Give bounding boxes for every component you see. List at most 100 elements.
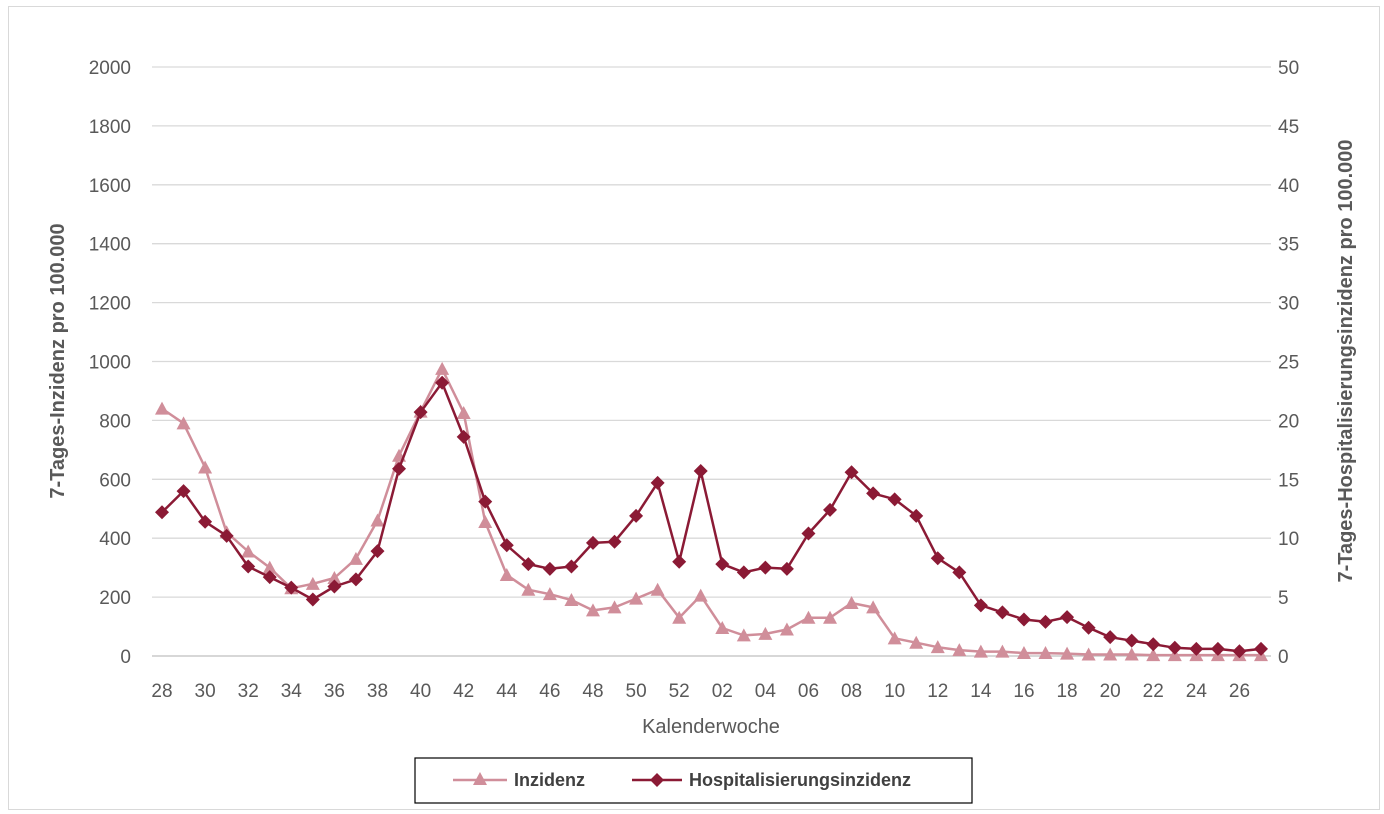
- x-tick-label: 10: [884, 681, 905, 702]
- left-tick-label: 2000: [89, 58, 131, 79]
- data-point-diamond: [866, 486, 881, 501]
- data-point-triangle: [1146, 648, 1161, 662]
- data-point-diamond: [1038, 614, 1053, 629]
- data-point-triangle: [693, 588, 708, 602]
- left-tick-label: 1000: [89, 353, 131, 374]
- data-point-diamond: [499, 538, 514, 553]
- x-tick-label: 12: [927, 681, 948, 702]
- data-point-triangle: [650, 582, 665, 596]
- data-point-diamond: [305, 592, 320, 607]
- right-tick-label: 20: [1278, 411, 1299, 432]
- data-point-diamond: [1189, 641, 1204, 656]
- left-tick-label: 1600: [89, 176, 131, 197]
- data-point-triangle: [1016, 646, 1031, 660]
- data-point-diamond: [823, 502, 838, 517]
- x-tick-label: 20: [1100, 681, 1121, 702]
- x-tick-label: 36: [324, 681, 345, 702]
- data-point-diamond: [542, 561, 557, 576]
- data-point-diamond: [219, 528, 234, 543]
- data-point-diamond: [564, 559, 579, 574]
- data-point-diamond: [198, 514, 213, 529]
- data-point-triangle: [585, 603, 600, 617]
- data-point-diamond: [909, 508, 924, 523]
- data-point-diamond: [1232, 644, 1247, 659]
- data-point-triangle: [715, 621, 730, 635]
- x-tick-label: 48: [582, 681, 603, 702]
- data-point-triangle: [176, 416, 191, 430]
- data-point-diamond: [348, 572, 363, 587]
- left-tick-label: 1200: [89, 294, 131, 315]
- data-point-triangle: [1060, 646, 1075, 660]
- data-point-triangle: [1038, 646, 1053, 660]
- data-point-diamond: [887, 492, 902, 507]
- x-tick-label: 22: [1143, 681, 1164, 702]
- data-point-triangle: [736, 628, 751, 642]
- x-tick-label: 44: [496, 681, 518, 702]
- x-tick-label: 18: [1056, 681, 1077, 702]
- x-tick-label: 40: [410, 681, 431, 702]
- x-tick-label: 50: [626, 681, 647, 702]
- left-y-axis-ticks: 0 200 400 600 800 1000 1200 1400 1600 1800 2000: [89, 58, 131, 668]
- right-tick-label: 50: [1278, 58, 1299, 79]
- gridlines: [152, 66, 1271, 598]
- data-point-triangle: [887, 631, 902, 645]
- data-point-triangle: [823, 610, 838, 624]
- data-point-diamond: [585, 535, 600, 550]
- right-tick-label: 0: [1278, 647, 1289, 668]
- x-tick-label: 42: [453, 681, 474, 702]
- x-tick-label: 28: [151, 681, 172, 702]
- data-point-triangle: [866, 600, 881, 614]
- left-tick-label: 400: [99, 529, 131, 550]
- data-point-triangle: [607, 600, 622, 614]
- data-point-triangle: [1124, 647, 1139, 661]
- data-point-diamond: [1146, 637, 1161, 652]
- data-point-triangle: [327, 570, 342, 584]
- data-point-diamond: [844, 465, 859, 480]
- data-point-diamond: [1060, 610, 1075, 625]
- data-point-diamond: [952, 565, 967, 580]
- data-point-diamond: [284, 580, 299, 595]
- data-point-diamond: [176, 484, 191, 499]
- data-point-triangle: [521, 582, 536, 596]
- right-tick-label: 10: [1278, 529, 1299, 550]
- legend-label-inzidenz: Inzidenz: [514, 770, 585, 790]
- x-tick-label: 14: [970, 681, 992, 702]
- data-point-triangle: [1103, 647, 1118, 661]
- data-point-triangle: [995, 644, 1010, 658]
- x-tick-label: 30: [195, 681, 216, 702]
- x-tick-label: 34: [281, 681, 303, 702]
- data-point-diamond: [1210, 641, 1225, 656]
- data-point-triangle: [499, 568, 514, 582]
- data-point-diamond: [672, 554, 687, 569]
- data-point-diamond: [1254, 641, 1268, 656]
- legend-box: [414, 757, 973, 804]
- right-tick-label: 15: [1278, 470, 1299, 491]
- data-point-triangle: [155, 401, 169, 415]
- x-tick-label: 04: [755, 681, 777, 702]
- data-point-diamond: [413, 405, 428, 420]
- data-point-triangle: [348, 551, 363, 565]
- data-point-diamond: [1103, 630, 1118, 645]
- data-point-diamond: [1124, 633, 1139, 648]
- series-hospitalisierungsinzidenz: [155, 375, 1268, 659]
- x-tick-label: 38: [367, 681, 388, 702]
- data-point-diamond: [693, 464, 708, 479]
- data-point-diamond: [478, 494, 493, 509]
- data-point-triangle: [672, 610, 687, 624]
- left-tick-label: 600: [99, 470, 131, 491]
- data-point-diamond: [327, 579, 342, 594]
- data-point-diamond: [1016, 612, 1031, 627]
- left-tick-label: 1400: [89, 235, 131, 256]
- data-point-diamond: [435, 375, 450, 390]
- data-point-diamond: [801, 526, 816, 541]
- data-point-diamond: [607, 534, 622, 549]
- data-point-diamond: [521, 557, 536, 572]
- data-point-triangle: [435, 361, 450, 375]
- legend-triangle-icon: [473, 772, 487, 785]
- data-point-triangle: [370, 513, 385, 527]
- right-tick-label: 35: [1278, 235, 1299, 256]
- data-point-diamond: [1081, 620, 1096, 635]
- right-tick-label: 30: [1278, 294, 1299, 315]
- data-point-diamond: [650, 475, 665, 490]
- left-tick-label: 800: [99, 411, 131, 432]
